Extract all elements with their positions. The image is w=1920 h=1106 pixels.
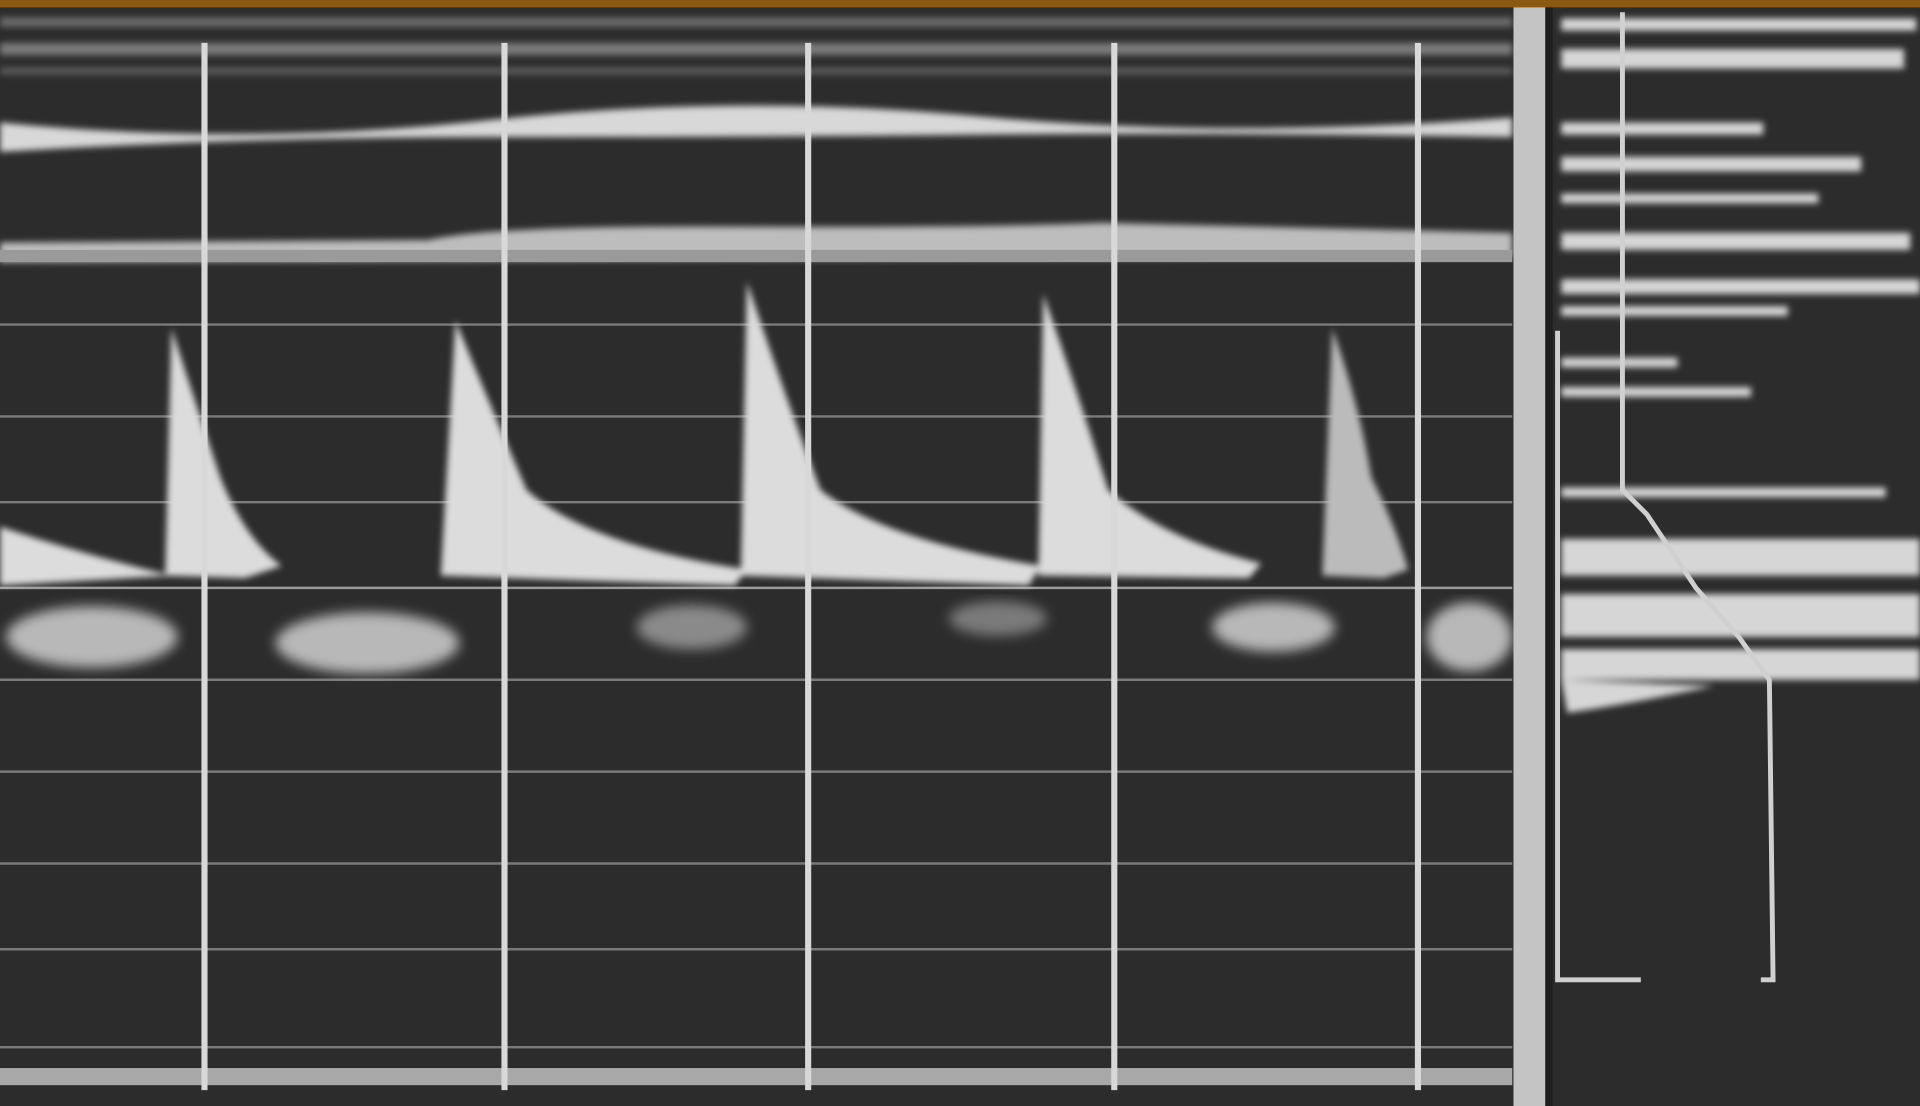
- reverse-flow-blob: [637, 605, 747, 649]
- page: Doppler spectrum {} html, body { margin:…: [0, 0, 1920, 1106]
- spectrum-bar: [1561, 18, 1916, 30]
- spectrum-bar: [1561, 49, 1904, 69]
- spectrum-bar: [1561, 194, 1818, 204]
- spectrum-bar: [1561, 649, 1920, 680]
- spectrum-bar: [1561, 157, 1861, 172]
- tissue-band: [0, 67, 1512, 74]
- spectrum-bar: [1561, 358, 1677, 368]
- reverse-flow-blob: [1212, 603, 1334, 652]
- spectrum-bar: [1561, 387, 1751, 397]
- page-body: [0, 0, 1920, 1106]
- reverse-flow-blob: [6, 606, 177, 667]
- tick-band: [0, 1068, 1512, 1085]
- reverse-flow-blob: [1427, 603, 1513, 672]
- divider: [1513, 7, 1545, 1106]
- tissue-band: [0, 17, 1512, 27]
- spectrum-bar: [1561, 539, 1920, 576]
- spectrum-bar: [1561, 233, 1910, 250]
- spectrum-bar: [1561, 279, 1920, 294]
- divider-shadow: [1545, 7, 1552, 1106]
- spectrum-bar: [1561, 487, 1885, 497]
- spectrum-bar: [1561, 306, 1788, 316]
- reverse-flow-blob: [949, 601, 1047, 635]
- doppler-image: [0, 0, 1920, 1106]
- top-border: [0, 0, 1920, 7]
- reverse-flow-blob: [276, 612, 460, 673]
- spectrum-bar: [1561, 122, 1763, 134]
- tick-band: [0, 250, 1512, 262]
- spectrum-bar: [1561, 594, 1920, 637]
- tissue-band: [0, 43, 1512, 55]
